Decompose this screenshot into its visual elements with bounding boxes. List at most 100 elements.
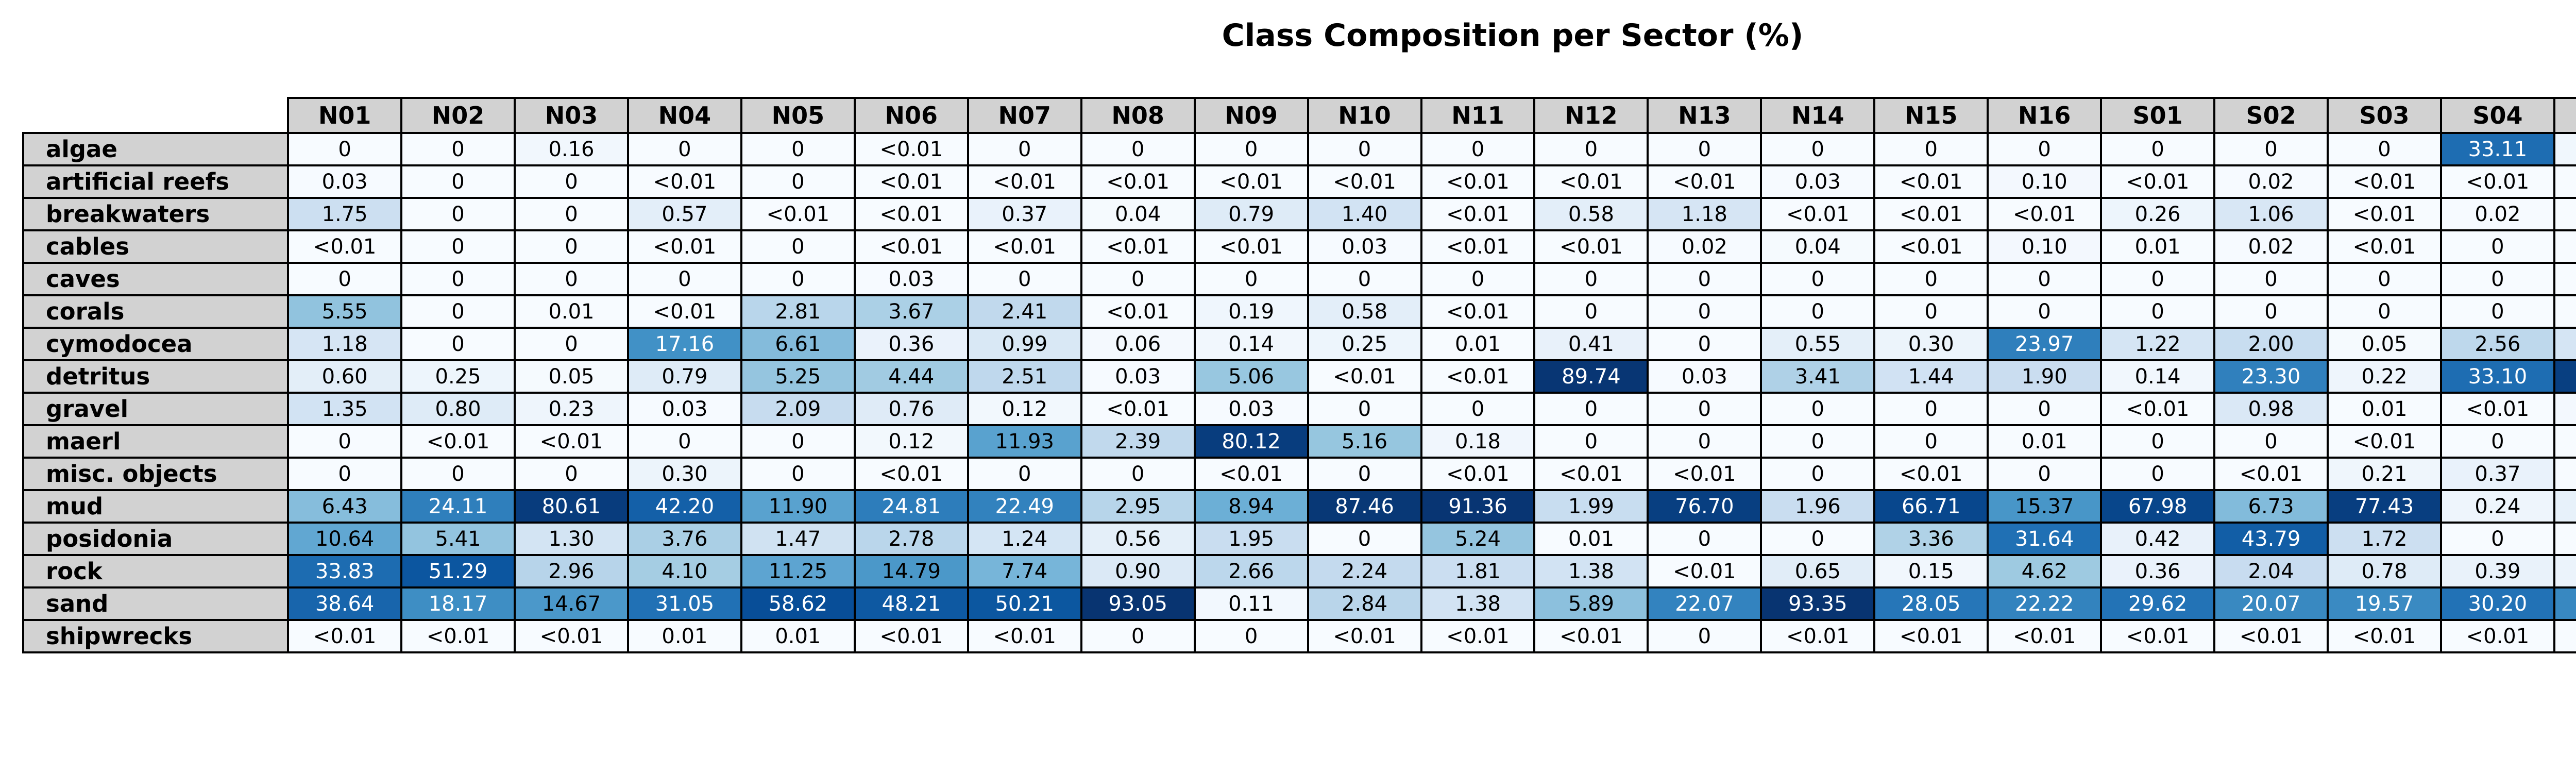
row-label-posidonia: posidonia [22,522,290,556]
heatmap-cell-cables-s02: 0.02 [2213,229,2329,264]
column-header-n09: N09 [1193,97,1309,134]
column-header-n12: N12 [1533,97,1649,134]
heatmap-cell-gravel-n10: 0 [1307,392,1422,426]
heatmap-cell-maerl-n02: <0.01 [400,424,516,459]
heatmap-cell-misc-objects-n11: <0.01 [1420,457,1536,491]
heatmap-cell-posidonia-n02: 5.41 [400,522,516,556]
heatmap-cell-sand-n07: 50.21 [967,586,1082,621]
heatmap-cell-misc-objects-n13: <0.01 [1647,457,1762,491]
heatmap-cell-breakwaters-n14: <0.01 [1760,197,1876,231]
heatmap-cell-cables-n11: <0.01 [1420,229,1536,264]
heatmap-cell-breakwaters-s03: <0.01 [2327,197,2442,231]
heatmap-cell-sand-n01: 38.64 [287,586,403,621]
heatmap-cell-corals-n04: <0.01 [626,294,742,329]
heatmap-cell-algae-n15: 0 [1873,132,1989,166]
heatmap-cell-shipwrecks-n11: <0.01 [1420,619,1536,653]
heatmap-cell-misc-objects-n04: 0.30 [626,457,742,491]
column-header-s02: S02 [2213,97,2329,134]
column-header-n10: N10 [1307,97,1422,134]
heatmap-cell-corals-s04: 0 [2439,294,2555,329]
heatmap-cell-cymodocea-n08: 0.06 [1080,327,1196,361]
heatmap-cell-corals-n03: 0.01 [514,294,629,329]
heatmap-cell-misc-objects-n10: 0 [1307,457,1422,491]
heatmap-cell-corals-n07: 2.41 [967,294,1082,329]
heatmap-cell-detritus-n12: 89.74 [1533,359,1649,394]
heatmap-cell-cables-n13: 0.02 [1647,229,1762,264]
heatmap-cell-mud-n14: 1.96 [1760,489,1876,524]
heatmap-cell-cymodocea-n06: 0.36 [853,327,969,361]
heatmap-cell-cables-n02: 0 [400,229,516,264]
row-label-rock: rock [22,554,290,589]
heatmap-cell-posidonia-n12: 0.01 [1533,522,1649,556]
heatmap-cell-algae-n11: 0 [1420,132,1536,166]
heatmap-cell-cymodocea-n16: 23.97 [1987,327,2103,361]
heatmap-cell-caves-n11: 0 [1420,262,1536,296]
heatmap-cell-cymodocea-s05: 1.21 [2553,327,2576,361]
heatmap-cell-breakwaters-s01: 0.26 [2100,197,2216,231]
header-row: N01 N02 N03 N04 N05 N06 N07 N08 N09 N10 N11 N12 N13 N… [23,97,2576,134]
heatmap-cell-cymodocea-n15: 0.30 [1873,327,1989,361]
heatmap-cell-gravel-n09: 0.03 [1193,392,1309,426]
heatmap-cell-maerl-n14: 0 [1760,424,1876,459]
heatmap-cell-cymodocea-n09: 0.14 [1193,327,1309,361]
heatmap-cell-shipwrecks-s02: <0.01 [2213,619,2329,653]
heatmap-cell-misc-objects-n07: 0 [967,457,1082,491]
heatmap-cell-shipwrecks-s05: <0.01 [2553,619,2576,653]
heatmap-cell-artificial-reefs-n05: 0 [740,164,856,199]
heatmap-cell-misc-objects-s03: 0.21 [2327,457,2442,491]
row-label-mud: mud [22,489,290,524]
heatmap-cell-detritus-n01: 0.60 [287,359,403,394]
heatmap-cell-cables-s05: 0 [2553,229,2576,264]
heatmap-cell-mud-s05: 0.44 [2553,489,2576,524]
heatmap-cell-shipwrecks-s04: <0.01 [2439,619,2555,653]
heatmap-cell-artificial-reefs-n02: 0 [400,164,516,199]
heatmap-cell-rock-s05: 0.32 [2553,554,2576,589]
heatmap-body: algae000.1600<0.01000000000000033.110.17… [22,132,2576,653]
heatmap-cell-cables-s03: <0.01 [2327,229,2442,264]
heatmap-row-cymodocea: cymodocea 1.18 0 0 17.16 6.61 0.36 0.99 0.06 0.14… [22,327,2576,361]
heatmap-cell-maerl-s05: 0 [2553,424,2576,459]
heatmap-cell-caves-n12: 0 [1533,262,1649,296]
heatmap-cell-corals-s02: 0 [2213,294,2329,329]
heatmap-cell-rock-n12: 1.38 [1533,554,1649,589]
heatmap-cell-misc-objects-n09: <0.01 [1193,457,1309,491]
column-header-n03: N03 [514,97,629,134]
row-label-gravel: gravel [22,392,290,426]
heatmap-cell-cables-n12: <0.01 [1533,229,1649,264]
heatmap-cell-mud-s03: 77.43 [2327,489,2442,524]
heatmap-cell-gravel-n14: 0 [1760,392,1876,426]
heatmap-cell-misc-objects-n08: 0 [1080,457,1196,491]
heatmap-cell-algae-n16: 0 [1987,132,2103,166]
heatmap-cell-artificial-reefs-n06: <0.01 [853,164,969,199]
heatmap-cell-maerl-n08: 2.39 [1080,424,1196,459]
column-header-n15: N15 [1873,97,1989,134]
heatmap-cell-artificial-reefs-n16: 0.10 [1987,164,2103,199]
heatmap-cell-detritus-n02: 0.25 [400,359,516,394]
heatmap-cell-maerl-n06: 0.12 [853,424,969,459]
heatmap-cell-mud-n04: 42.20 [626,489,742,524]
heatmap-cell-posidonia-s02: 43.79 [2213,522,2329,556]
heatmap-cell-shipwrecks-s03: <0.01 [2327,619,2442,653]
heatmap-cell-breakwaters-n10: 1.40 [1307,197,1422,231]
heatmap-cell-misc-objects-n06: <0.01 [853,457,969,491]
heatmap-cell-cymodocea-s03: 0.05 [2327,327,2442,361]
heatmap-cell-rock-n16: 4.62 [1987,554,2103,589]
row-label-shipwrecks: shipwrecks [22,619,290,653]
heatmap-cell-maerl-n01: 0 [287,424,403,459]
heatmap-cell-gravel-s02: 0.98 [2213,392,2329,426]
heatmap-cell-maerl-n09: 80.12 [1193,424,1309,459]
heatmap-cell-rock-s02: 2.04 [2213,554,2329,589]
heatmap-cell-mud-s04: 0.24 [2439,489,2555,524]
heatmap-row-gravel: gravel 1.35 0.80 0.23 0.03 2.09 0.76 0.12 <0.01 0… [22,392,2576,426]
heatmap-cell-breakwaters-n07: 0.37 [967,197,1082,231]
heatmap-cell-maerl-n11: 0.18 [1420,424,1536,459]
heatmap-cell-maerl-n04: 0 [626,424,742,459]
heatmap-cell-cables-s04: 0 [2439,229,2555,264]
heatmap-cell-corals-n10: 0.58 [1307,294,1422,329]
heatmap-cell-caves-s03: 0 [2327,262,2442,296]
heatmap-cell-shipwrecks-n12: <0.01 [1533,619,1649,653]
heatmap-cell-detritus-s02: 23.30 [2213,359,2329,394]
heatmap-cell-gravel-n08: <0.01 [1080,392,1196,426]
heatmap-row-corals: corals 5.55 0 0.01 <0.01 2.81 3.67 2.41 <0.01 0.1… [22,294,2576,329]
